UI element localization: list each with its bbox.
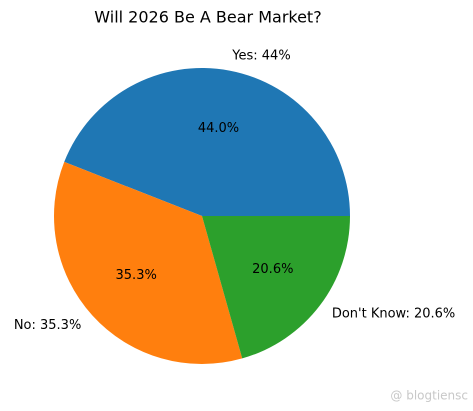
pie-slice [64,68,351,216]
value-label: 20.6% [252,262,293,277]
chart-title: Will 2026 Be A Bear Market? [94,8,321,27]
pie-slice [54,161,243,364]
slice-label: Don't Know: 20.6% [332,307,455,322]
value-label: 35.3% [116,268,157,283]
pie-slice [202,216,350,359]
value-label: 44.0% [198,121,239,136]
slice-label: Yes: 44% [231,49,290,64]
watermark: @ blogtiensc [390,389,468,403]
slice-label: No: 35.3% [14,318,82,333]
